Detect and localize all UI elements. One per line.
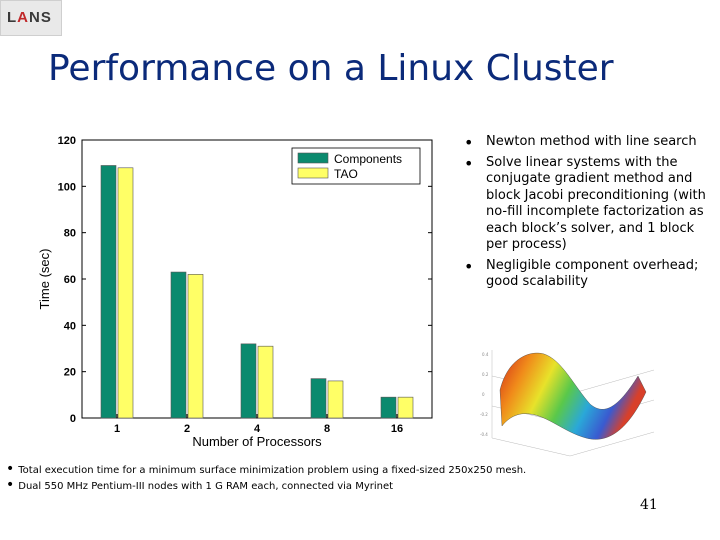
x-tick-label: 16 <box>391 423 403 435</box>
bar-components-16 <box>380 396 397 419</box>
bullet-dot-icon: • <box>6 477 15 493</box>
bullet-item: • Newton method with line search <box>462 134 712 151</box>
footnotes: • Total execution time for a minimum surf… <box>6 461 526 494</box>
bullet-list: • Newton method with line search • Solve l… <box>462 134 712 295</box>
y-axis-label: Time (sec) <box>37 249 52 310</box>
bar-tao-4 <box>257 345 274 419</box>
bullet-text: Negligible component overhead; good scal… <box>486 257 699 290</box>
svg-text:0.4: 0.4 <box>482 352 489 357</box>
plot-frame <box>81 139 433 419</box>
y-tick-label: 0 <box>70 413 76 425</box>
bar-tao-1 <box>117 167 134 419</box>
bullet-item: • Negligible component overhead; good sca… <box>462 258 712 291</box>
bar-components-4 <box>240 343 257 419</box>
bar-tao-2 <box>187 274 204 419</box>
footnote-text: Dual 550 MHz Pentium-III nodes with 1 G … <box>18 481 394 492</box>
svg-text:-0.4: -0.4 <box>480 432 488 437</box>
bullet-item: • Solve linear systems with the conjugate… <box>462 155 712 254</box>
svg-text:0: 0 <box>482 392 485 397</box>
bullet-text: Newton method with line search <box>486 134 697 149</box>
surface-plot-image: 0.4 0.2 0 -0.2 -0.4 <box>480 350 655 457</box>
x-axis-label: Number of Processors <box>192 434 322 449</box>
y-tick-label: 120 <box>58 135 76 147</box>
slide-title: Performance on a Linux Cluster <box>48 48 614 89</box>
page-number: 41 <box>640 497 658 513</box>
x-tick-label: 1 <box>114 423 120 435</box>
y-tick-label: 80 <box>64 228 76 240</box>
y-tick-label: 20 <box>64 367 76 379</box>
bar-tao-16 <box>397 396 414 419</box>
bullet-dot-icon: • <box>6 461 15 477</box>
bullet-dot-icon: • <box>464 256 474 276</box>
bar-components-1 <box>100 165 117 419</box>
bar-tao-8 <box>327 380 344 419</box>
bullet-dot-icon: • <box>464 153 474 173</box>
legend-swatch <box>297 167 329 179</box>
y-tick-label: 40 <box>64 320 76 332</box>
bar-components-2 <box>170 271 187 419</box>
bullet-text: Solve linear systems with the conjugate … <box>486 154 706 253</box>
footnote-text: Total execution time for a minimum surfa… <box>18 465 527 476</box>
svg-text:-0.2: -0.2 <box>480 412 488 417</box>
footnote-item: • Total execution time for a minimum surf… <box>6 461 526 478</box>
legend-label: Components <box>334 152 402 166</box>
lans-logo: LANS <box>0 0 62 36</box>
logo-text: LANS <box>7 9 52 26</box>
bullet-dot-icon: • <box>464 133 474 152</box>
footnote-item: • Dual 550 MHz Pentium-III nodes with 1 G… <box>6 478 456 494</box>
x-tick-label: 4 <box>254 423 261 435</box>
x-tick-label: 2 <box>184 423 190 435</box>
svg-text:0.2: 0.2 <box>482 372 489 377</box>
legend-swatch <box>297 152 329 164</box>
y-tick-label: 60 <box>64 274 76 286</box>
bar-components-8 <box>310 378 327 419</box>
legend-label: TAO <box>334 167 358 181</box>
bar-chart: 0 20 40 60 80 100 120 1 2 4 8 16 Number of Processor… <box>37 135 433 449</box>
x-tick-label: 8 <box>324 423 330 435</box>
y-tick-label: 100 <box>58 181 76 193</box>
